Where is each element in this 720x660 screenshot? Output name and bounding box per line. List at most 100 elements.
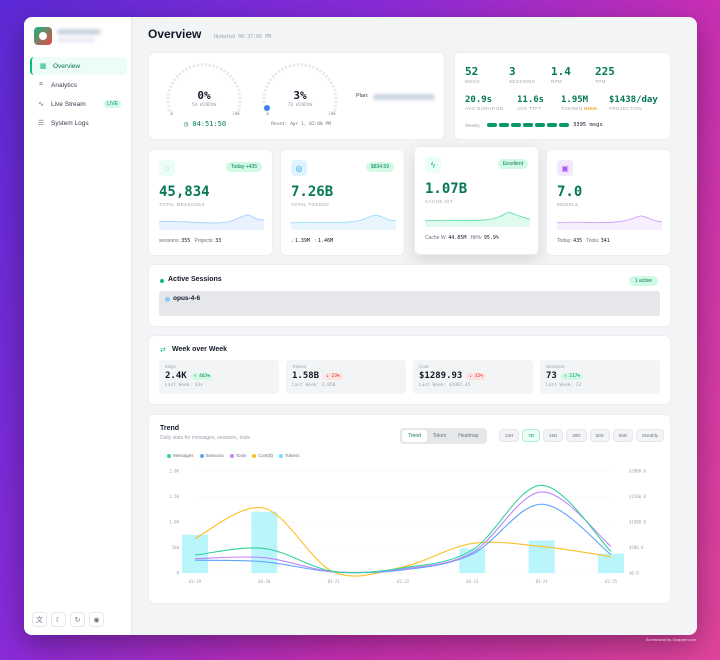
range-90d[interactable]: 90D (612, 429, 634, 442)
kpi-sparkline (159, 214, 264, 230)
seven-day-max: 100 (328, 111, 336, 116)
stat-avg-duration: 20.9s AVG DURATION (465, 95, 503, 111)
translate-icon[interactable]: 文 (32, 612, 47, 627)
clock-icon: ◷ (183, 120, 193, 128)
five-hour-max: 100 (232, 111, 240, 116)
week-card-value: $1289.93 (419, 371, 463, 381)
week-card-value: 2.4K (165, 371, 187, 381)
sidebar: ▦ Overview ⌗ Analytics ∿ Live Stream LIV… (24, 17, 132, 635)
kpi-badge: $834.59 (365, 162, 394, 172)
trend-chart[interactable]: 2.0K $2000.0 1.5K $1500.0 1.0K $1000.0 500 $500… (149, 461, 672, 601)
sidebar-item-label: Overview (53, 62, 81, 70)
legend-item[interactable]: Cost($) (252, 453, 273, 458)
sidebar-item-system-logs[interactable]: ☰ System Logs (30, 114, 127, 132)
kpi-footer: Today: 435 Tools: 341 (557, 238, 610, 244)
week-card-last: Last Week: 2.05B (292, 383, 336, 388)
stat-tok-min: 1.95M TOK/MIN HIGH (561, 95, 597, 111)
stat-tok-min-tag: HIGH (584, 106, 597, 111)
x-tick: 03-22 (397, 579, 410, 584)
stat-avg-ttft-value: 11.6s (517, 95, 545, 105)
trend-title: Trend (160, 425, 180, 432)
live-badge: LIVE (104, 100, 121, 108)
stat-avg-ttft-label: AVG TTFT (517, 106, 542, 111)
x-tick: 03-21 (328, 579, 341, 584)
seven-day-label: 7D WINDOW (287, 103, 313, 108)
range-24h[interactable]: 24H (499, 429, 520, 442)
refresh-icon[interactable]: ↻ (70, 612, 85, 627)
week-card-change: ↓ 23% (323, 372, 343, 380)
usage-gauges (166, 63, 338, 116)
sidebar-item-label: Analytics (51, 81, 78, 89)
app-logo[interactable] (34, 27, 52, 45)
moon-icon[interactable]: ☾ (51, 612, 66, 627)
session-row[interactable]: opus-4-6 (159, 291, 660, 316)
compare-icon: ⇄ (160, 347, 166, 354)
week-card-label: Tokens (292, 364, 307, 369)
five-hour-label: 5H WINDOW (191, 103, 217, 108)
range-monthly[interactable]: Monthly (636, 429, 664, 442)
legend-item[interactable]: Sessions (199, 453, 224, 458)
kpi-value: 1.07B (425, 181, 468, 197)
week-card-sessions: Sessions 73 ↑ 217% Last Week: 23 (540, 360, 660, 394)
legend-item[interactable]: Tokens (279, 453, 299, 458)
stat-rpm: 1.4 RPM (551, 65, 571, 84)
legend-item[interactable]: Tools (229, 453, 246, 458)
y-tick-right: $500.0 (629, 545, 644, 550)
five-hour-min: 0 (170, 111, 174, 116)
weekly-progress (487, 123, 569, 127)
kpi-label: TOTAL TOKENS (291, 202, 330, 207)
sidebar-item-live-stream[interactable]: ∿ Live Stream LIVE (30, 95, 127, 113)
tools-line (194, 491, 612, 574)
tab-trend[interactable]: Trend (402, 430, 427, 442)
range-60d[interactable]: 60D (589, 429, 610, 442)
week-card-last: Last Week: $1902.45 (419, 383, 471, 388)
active-sessions-dot (160, 279, 164, 283)
brand-subtitle-blurred (57, 38, 95, 42)
active-sessions-title: Active Sessions (168, 276, 222, 283)
stat-projection: $1438/day PROJECTION (609, 95, 658, 111)
x-tick: 03-23 (466, 579, 479, 584)
tokens-bar (598, 553, 624, 573)
five-hour-percent: 0% (197, 89, 211, 102)
kpi-card-messages[interactable]: ◌ Today +435 45,834 TOTAL MESSAGES sessi… (148, 149, 273, 256)
week-card-label: Cost (419, 364, 429, 369)
range-30d[interactable]: 30D (566, 429, 587, 442)
stat-avg-duration-value: 20.9s (465, 95, 493, 105)
kpi-card-tokens[interactable]: ◎ $834.59 7.26B TOTAL TOKENS ↓ 1.39M ↑ 1… (280, 149, 405, 256)
privacy-icon[interactable]: ◉ (89, 612, 104, 627)
y-tick-left: 2.0K (169, 469, 179, 474)
week-card-value: 73 (546, 371, 557, 381)
y-tick-right: $2000.0 (629, 469, 646, 474)
week-card-change: ↑ 217% (560, 372, 584, 380)
week-over-week-title: Week over Week (172, 346, 227, 353)
kpi-label: CACHE HIT (425, 199, 453, 204)
range-7d[interactable]: 7D (522, 429, 541, 442)
sidebar-item-overview[interactable]: ▦ Overview (30, 57, 127, 75)
week-card-label: Msgs (165, 364, 176, 369)
cube-icon: ▣ (557, 160, 573, 176)
stat-tpm-value: 225 (595, 65, 615, 78)
trend-range-selector: 24H 7D 15D 30D 60D 90D Monthly (499, 429, 664, 442)
week-card-label: Sessions (546, 364, 565, 369)
trend-card: Trend Daily stats for messages, sessions… (148, 414, 671, 604)
main-content: Overview Updated 06:37:05 PM 0% 5H WINDO… (132, 17, 697, 635)
cost-line (194, 507, 612, 577)
range-15d[interactable]: 15D (543, 429, 564, 442)
usage-card: 0% 5H WINDOW 0 100 ◷ 04:51:50 3% 7D WIND… (148, 52, 445, 140)
updated-timestamp: Updated 06:37:05 PM (214, 34, 272, 40)
y-tick-left: 1.0K (169, 520, 179, 525)
active-sessions-card: Active Sessions 1 active opus-4-6 (148, 264, 671, 327)
legend-item[interactable]: Messages (167, 453, 194, 458)
kpi-card-models[interactable]: ▣ 7.0 MODELS Today: 435 Tools: 341 (546, 149, 671, 256)
kpi-label: TOTAL MESSAGES (159, 202, 206, 207)
week-over-week-card: ⇄ Week over Week Msgs 2.4K ↑ 463% Last We… (148, 335, 671, 405)
x-tick: 03-19 (189, 579, 202, 584)
x-tick: 03-20 (258, 579, 271, 584)
tab-token[interactable]: Token (432, 433, 447, 439)
tab-heatmap[interactable]: Heatmap (458, 433, 479, 439)
session-model: opus-4-6 (173, 295, 201, 302)
kpi-card-cache[interactable]: ϟ Excellent 1.07B CACHE HIT Cache W: 44.… (414, 146, 539, 255)
stat-msgs-label: MSGS (465, 79, 480, 84)
sidebar-item-analytics[interactable]: ⌗ Analytics (30, 76, 127, 94)
y-tick-left: 1.5K (169, 494, 179, 499)
